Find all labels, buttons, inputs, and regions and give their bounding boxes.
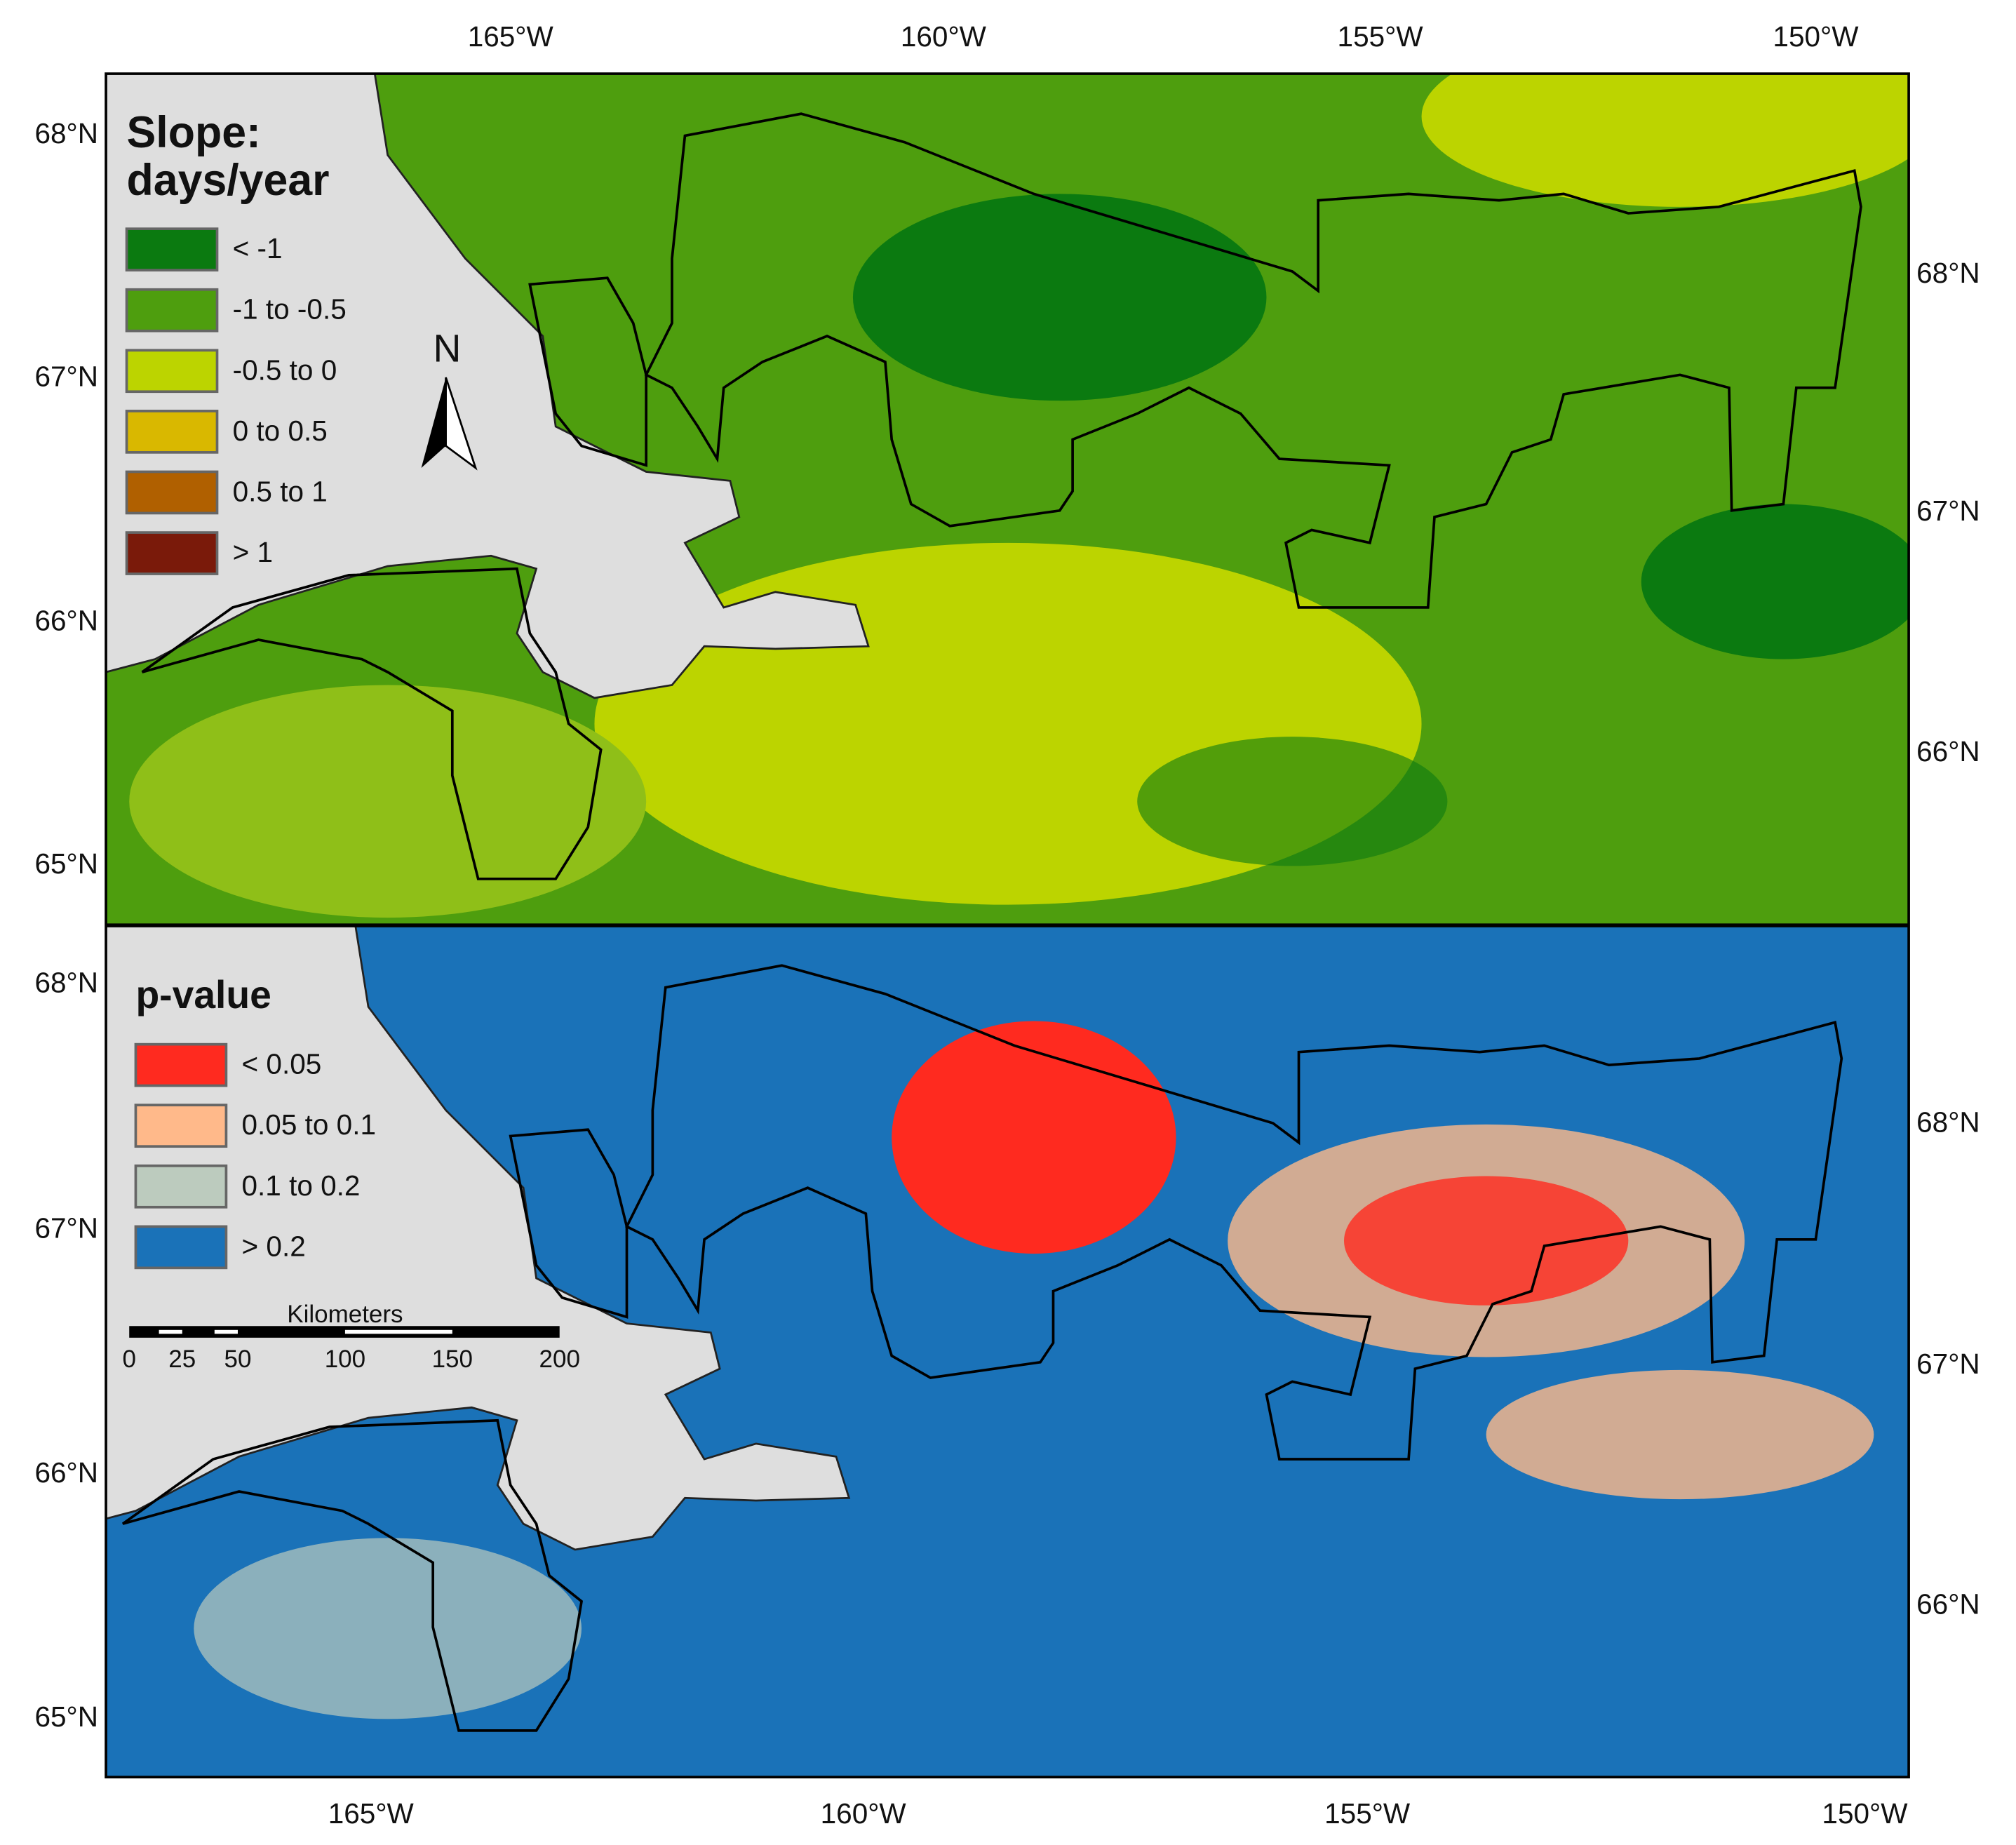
legend-title: days/year	[127, 156, 330, 205]
legend-swatch	[125, 349, 219, 394]
scale-bar-segment	[159, 1329, 182, 1334]
map-patch	[129, 685, 647, 918]
scale-label: 200	[539, 1346, 580, 1373]
longitude-label: 160°W	[821, 1797, 907, 1830]
map-patch	[892, 1021, 1176, 1254]
latitude-label: 66°N	[1916, 1588, 1980, 1621]
map-patch	[1486, 1369, 1874, 1500]
latitude-label: 68°N	[34, 117, 98, 149]
latitude-label: 66°N	[34, 1456, 98, 1489]
legend-label: -0.5 to 0	[233, 354, 337, 386]
legend-swatch	[125, 410, 219, 454]
latitude-label: 65°N	[34, 847, 98, 880]
legend-swatch	[134, 1164, 228, 1209]
legend-swatch	[125, 531, 219, 575]
scale-title: Kilometers	[287, 1301, 403, 1328]
longitude-label: 150°W	[1822, 1797, 1908, 1830]
longitude-label: 150°W	[1773, 20, 1859, 53]
longitude-label: 160°W	[901, 20, 987, 53]
scale-label: 150	[432, 1346, 473, 1373]
legend-label: 0.5 to 1	[233, 476, 328, 508]
legend-swatch	[125, 470, 219, 515]
latitude-label: 68°N	[34, 967, 98, 999]
latitude-label: 67°N	[34, 361, 98, 393]
legend-title: p-value	[135, 973, 271, 1017]
map-patch	[1137, 737, 1448, 866]
legend-label: < -1	[233, 232, 283, 264]
latitude-label: 68°N	[1916, 1106, 1980, 1139]
arrow-half	[445, 377, 478, 471]
map-patch	[194, 1538, 582, 1719]
legend-label: > 1	[233, 536, 273, 568]
legend-swatch	[125, 288, 219, 333]
map-patch	[1344, 1176, 1629, 1306]
map-patch	[1641, 504, 1909, 659]
scale-bar-segment	[214, 1329, 238, 1334]
latitude-label: 66°N	[34, 605, 98, 637]
latitude-label: 67°N	[1916, 1348, 1980, 1380]
latitude-label: 65°N	[34, 1700, 98, 1733]
scale-label: 50	[224, 1346, 252, 1373]
slope-map	[106, 74, 1909, 926]
map-patch	[1421, 74, 1909, 207]
legend-label: 0.1 to 0.2	[242, 1169, 361, 1202]
scale-bar-segment	[344, 1329, 452, 1334]
latitude-label: 67°N	[1916, 495, 1980, 527]
longitude-label: 155°W	[1338, 20, 1424, 53]
legend-swatch	[134, 1225, 228, 1270]
latitude-label: 67°N	[34, 1212, 98, 1244]
legend-title: Slope:	[127, 108, 261, 157]
legend-label: < 0.05	[242, 1048, 322, 1080]
legend-label: > 0.2	[242, 1230, 306, 1262]
longitude-label: 155°W	[1324, 1797, 1411, 1830]
scale-label: 25	[168, 1346, 196, 1373]
legend-swatch	[125, 227, 219, 271]
latitude-label: 68°N	[1916, 257, 1980, 289]
longitude-label: 165°W	[468, 20, 554, 53]
legend-label: 0.05 to 0.1	[242, 1108, 376, 1141]
legend-swatch	[134, 1103, 228, 1148]
latitude-label: 66°N	[1916, 735, 1980, 767]
map-patch	[852, 194, 1267, 401]
scale-label: 100	[325, 1346, 365, 1373]
legend-label: -1 to -0.5	[233, 293, 347, 326]
scale-bar	[129, 1326, 560, 1338]
pvalue-map	[106, 925, 1909, 1778]
longitude-label: 165°W	[328, 1797, 415, 1830]
legend-label: 0 to 0.5	[233, 415, 328, 447]
legend-swatch	[134, 1042, 228, 1087]
scale-label: 0	[122, 1346, 135, 1373]
north-label: N	[433, 327, 461, 370]
